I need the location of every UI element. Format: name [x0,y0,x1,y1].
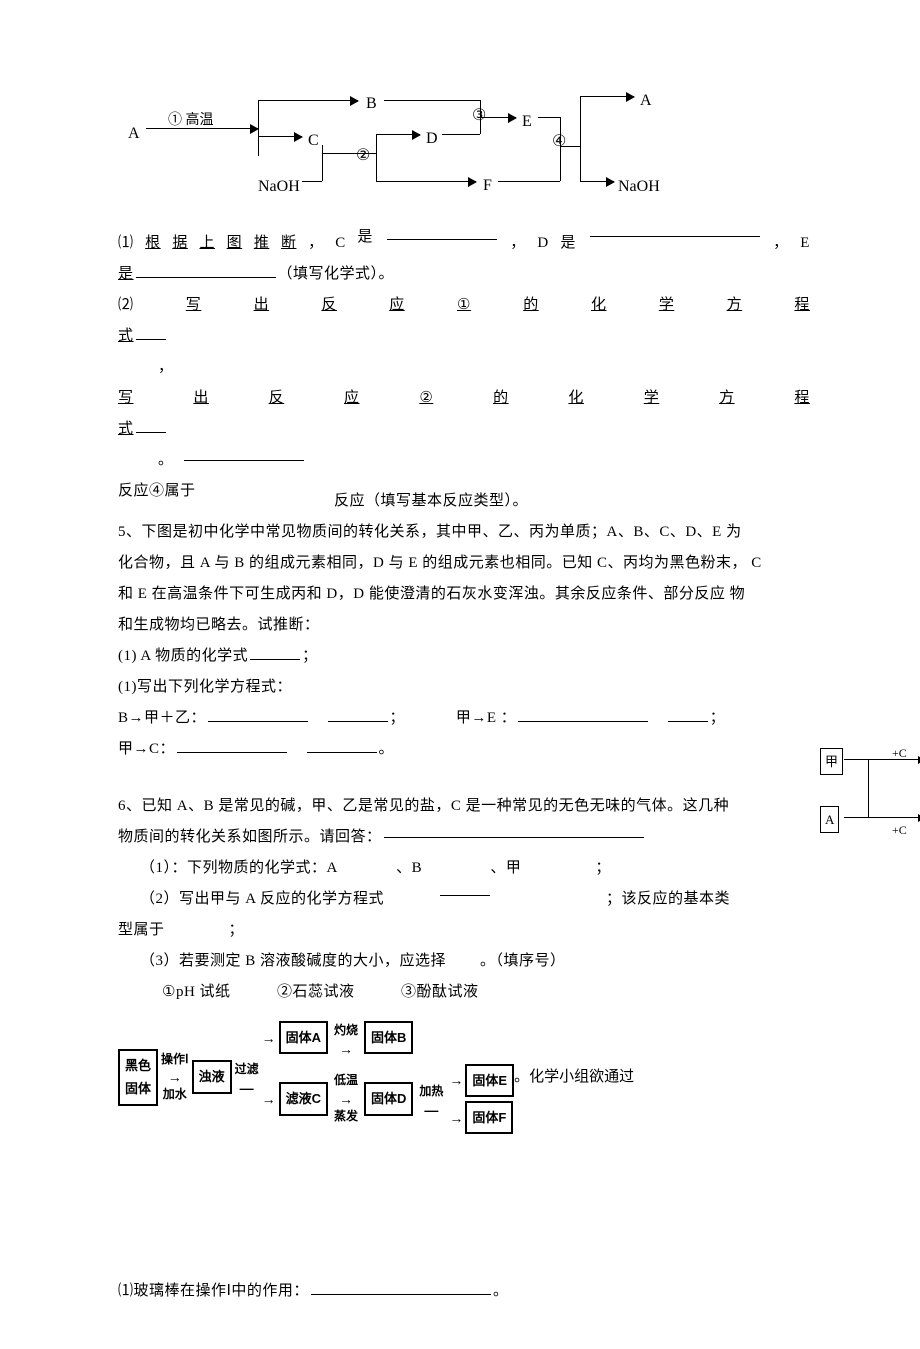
flow-suffix: 。化学小组欲通过 [514,1064,634,1091]
flow-diagram: 黑色固体 操作Ⅰ→加水 浊液 过滤— →固体A 灼烧→ 固体B →滤液C 低温→… [118,1020,514,1134]
node-NaOH2: NaOH [618,173,660,202]
q6-p4: （3）若要测定 B 溶液酸碱度的大小，应选择。（填序号） [118,948,810,975]
reaction-diagram-1: A ① 高温 B C NaOH ② D F ③ E ④ A NaOH [128,90,668,210]
node-C: C [308,127,319,156]
flow-box-solidF: 固体F [465,1101,513,1134]
q-last: ⑴玻璃棒在操作Ⅰ中的作用：。 [118,1278,810,1305]
q5-intro2: 化合物，且 A 与 B 的组成元素相同，D 与 E 的组成元素也相同。已知 C、… [118,550,810,577]
line-B-3 [384,100,480,101]
q4-line3: ⑵写出反应①的化学方程 [118,292,810,319]
q6-p1: （1）：下列物质的化学式：A 、B 、甲； [118,855,810,882]
side-arrow-1 [844,759,920,760]
split-vline-1 [258,100,259,156]
q6-p3: 型属于； [118,917,810,944]
q5-p4: 甲→C： 。 [118,736,810,763]
side-diagram: 甲 +C A +C [820,748,920,838]
node-B: B [366,90,377,119]
q6-p2: （2）写出甲与 A 反应的化学方程式；该反应的基本类 [118,886,810,913]
flow-wrapper: 黑色固体 操作Ⅰ→加水 浊液 过滤— →固体A 灼烧→ 固体B →滤液C 低温→… [118,1010,810,1144]
q6-opts: ①pH 试纸 ②石蕊试液 ③酚酞试液 [118,979,810,1006]
q4-comma: ， [118,354,810,381]
side-label-c1: +C [892,743,907,765]
flow-box-lvyeC: 滤液C [279,1082,328,1115]
arrow-to-B [258,100,358,101]
q4-line5: 写出反应②的化学方程 [118,385,810,412]
arrow-to-C [258,136,302,137]
side-label-c2: +C [892,820,907,842]
flow-box-solidD: 固体D [364,1082,413,1115]
node-A2: A [640,87,652,116]
flow-box-solidB: 固体B [364,1021,413,1054]
flow-box-solidA: 固体A [279,1021,328,1054]
q6-intro1: 6、已知 A、B 是常见的碱，甲、乙是常见的盐，C 是一种常见的无色无味的气体。… [118,793,810,820]
q5-p1: (1) A 物质的化学式； [118,643,810,670]
node-D: D [426,125,438,154]
q4-line4: 式 [118,323,810,350]
arrow-to-A2 [580,96,634,97]
node-NaOH1: NaOH [258,173,300,202]
line-D-3 [442,134,480,135]
arrow-to-D [376,134,420,135]
q5-p3: B→甲＋乙： ； 甲→E ： ； [118,705,810,732]
flow-conn-2: 过滤— [235,1059,259,1095]
split-vline-4 [580,96,581,182]
arrow-to-E [480,117,516,118]
line-E-4 [538,117,560,118]
side-box-A: A [820,806,839,833]
q5-p2: (1)写出下列化学方程式： [118,674,810,701]
side-arrow-2 [844,817,920,818]
label-1: ① 高温 [168,108,214,133]
label-2: ② [356,142,370,171]
vline-C [322,145,323,181]
node-E: E [522,108,532,137]
arrow-to-F [376,181,476,182]
q6-intro2: 物质间的转化关系如图所示。请回答： [118,824,810,851]
flow-box-zhuoye: 浊液 [192,1060,232,1093]
q4-line7: 反应④属于 反应（填写基本反应类型）。 [118,478,810,505]
flow-conn-1: 操作Ⅰ→加水 [161,1049,189,1106]
q5-intro4: 和生成物均已略去。试推断： [118,612,810,639]
flow-box-solidE: 固体E [465,1064,514,1097]
line-naoh-c [302,181,322,182]
label-4: ④ [552,128,566,157]
arrow-to-NaOH2 [580,181,614,182]
side-vline [868,759,869,817]
q5-intro1: 5、下图是初中化学中常见物质间的转化关系，其中甲、乙、丙为单质；A、B、C、D、… [118,519,810,546]
flow-split-1: →固体A 灼烧→ 固体B →滤液C 低温→蒸发 固体D 加热— →固体E →固体… [262,1020,514,1134]
line-F-4b [548,181,560,182]
q4-line2: 是（填写化学式）。 [118,261,810,288]
side-box-jia: 甲 [820,748,843,775]
line-4-out [560,146,580,147]
q4-line1: ⑴根据上图推断，C 是，D是，E [118,230,810,257]
node-A: A [128,120,140,149]
q5-intro3: 和 E 在高温条件下可生成丙和 D，D 能使澄清的石灰水变浑浊。其余反应条件、部… [118,581,810,608]
node-F: F [483,172,492,201]
split-vline-2 [376,134,377,182]
q4-period-line: 。 [118,447,810,474]
flow-box-black-solid: 黑色固体 [118,1049,158,1106]
q4-line6: 式 [118,416,810,443]
line-F-4 [498,181,548,182]
